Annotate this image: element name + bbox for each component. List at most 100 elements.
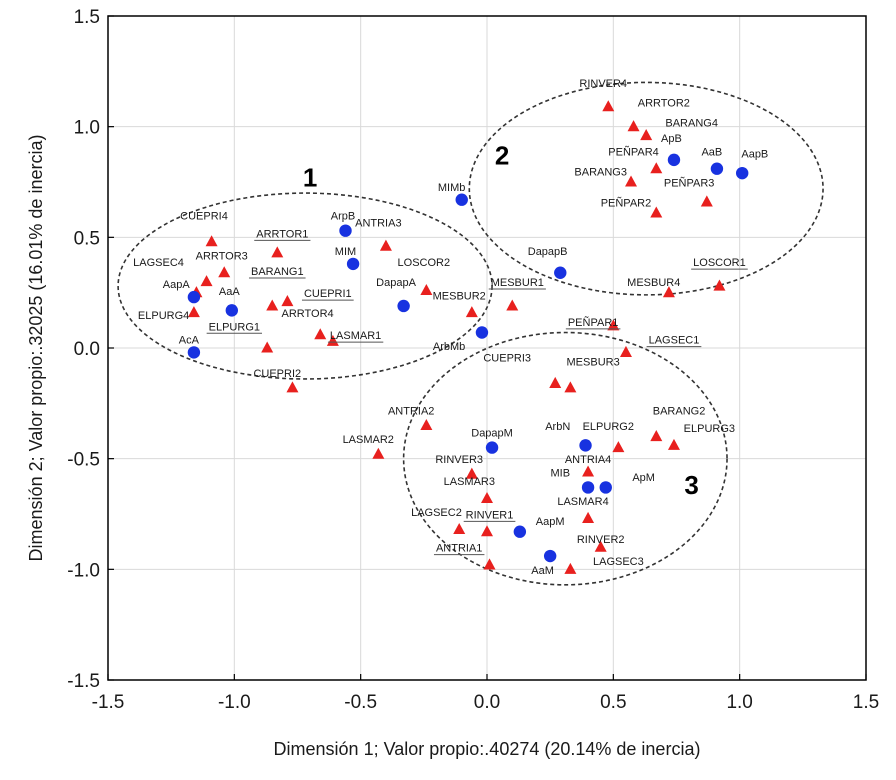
point-label: CUEPRI3 [483,352,531,364]
triangle-marker [261,341,274,353]
point-label: CUEPRI4 [180,211,228,223]
triangle-marker [607,319,620,331]
point-label: LASMAR4 [557,496,608,508]
triangle-marker [187,306,200,318]
cluster-number: 2 [495,140,509,170]
y-axis-title: Dimensión 2; Valor propio:.32025 (16.01%… [26,135,46,562]
point-label: ELPURG2 [583,421,634,433]
triangle-marker [640,129,653,141]
triangle-marker [612,441,625,453]
point-label: LOSCOR2 [398,257,451,269]
triangle-marker [465,306,478,318]
cluster-ellipses: 1 2 3 [117,81,824,586]
point-label: RINVER4 [579,78,627,90]
point-label: CUEPRI1 [304,288,352,300]
x-tick-label: -0.5 [344,692,377,713]
triangle-marker [625,175,638,187]
point-label: ELPURG4 [138,310,189,322]
triangle-marker [314,328,327,340]
circle-marker [339,224,352,237]
point-label: AapA [163,279,191,291]
triangle-marker [271,246,284,258]
circle-marker [554,266,567,279]
x-tick-label: -1.5 [92,692,125,713]
cluster-number: 3 [684,470,698,500]
cluster-number: 1 [303,162,317,192]
triangle-marker [582,465,595,477]
triangle-marker [379,239,392,251]
triangle-marker [713,279,726,291]
point-label: MESBUR2 [433,290,486,302]
circle-marker [710,162,724,175]
triangle-marker [205,235,218,247]
y-tick-label: 0.0 [74,339,100,360]
cluster-ellipse [402,331,728,586]
triangle-marker [667,438,680,450]
triangle-marker [453,522,466,535]
cluster-ellipse [468,81,824,296]
point-label: MIB [550,467,570,479]
point-label: LAGSEC2 [411,507,462,519]
point-label: LAGSEC3 [593,556,644,568]
triangle-marker [481,492,493,504]
point-label: ArbMb [433,341,465,353]
triangle-marker [662,286,675,298]
triangle-marker [420,283,433,296]
point-label: BARANG4 [665,118,718,130]
circle-marker [667,153,681,167]
point-label: AaM [531,565,554,577]
circle-marker [187,290,201,304]
point-label: AaA [219,286,240,298]
circle-marker [455,193,468,206]
point-label: RINVER2 [577,534,625,546]
triangle-marker [326,334,339,346]
circle-marker [225,304,239,317]
point-label: MIM [335,246,356,258]
point-label: ArbN [545,421,570,433]
point-label: ARRTOR1 [256,228,308,240]
point-label: AaB [701,146,722,158]
point-label: LOSCOR1 [693,257,746,269]
grid-lines [108,16,866,680]
circle-marker [735,166,749,180]
point-label: AapM [536,516,565,528]
point-label: LAGSEC4 [133,257,184,269]
point-label: LASMAR3 [444,476,495,488]
x-tick-label: 1.0 [726,692,752,713]
x-axis-title: Dimensión 1; Valor propio:.40274 (20.14%… [274,739,701,759]
point-label: ELPURG1 [209,321,260,333]
y-tick-label: 1.5 [74,7,100,28]
y-tick-label: 0.5 [74,228,100,249]
point-label: PEÑPAR1 [568,316,619,329]
axis-ticks: -1.5 -1.0 -0.5 0.0 0.5 1.0 1.5 1.5 1.0 0.5 0.0 -0.5… [67,7,879,713]
point-label: BARANG3 [574,166,627,178]
y-tick-label: -1.0 [67,560,100,581]
triangle-marker [506,299,519,311]
point-label: PEÑPAR2 [601,196,652,209]
point-label: RINVER1 [466,509,514,521]
point-label: DapapM [471,428,513,440]
y-tick-label: 1.0 [74,118,100,139]
circle-marker [187,346,201,359]
triangle-marker [650,430,663,442]
triangle-marker [549,376,562,388]
point-label: CUEPRI2 [253,368,301,380]
point-label: MESBUR4 [627,277,680,289]
point-label: ApB [661,133,682,145]
circle-marker [581,481,595,494]
cluster-ellipse [117,192,493,380]
point-labels: RINVER4 ARRTOR2 BARANG4 PEÑPAR4 BARANG3 PEÑPA… [133,78,768,577]
triangle-marker [582,511,595,523]
x-tick-label: 1.5 [853,692,879,713]
triangle-marker [650,206,663,218]
point-label: ELPURG3 [684,423,735,435]
triangle-marker [564,562,577,574]
triangle-marker [218,266,231,278]
circle-marker [543,549,557,563]
circle-marker [513,525,527,538]
triangle-marker [483,558,496,570]
point-label: MIMb [438,182,466,194]
circle-marker [346,257,360,271]
data-markers [187,100,749,574]
